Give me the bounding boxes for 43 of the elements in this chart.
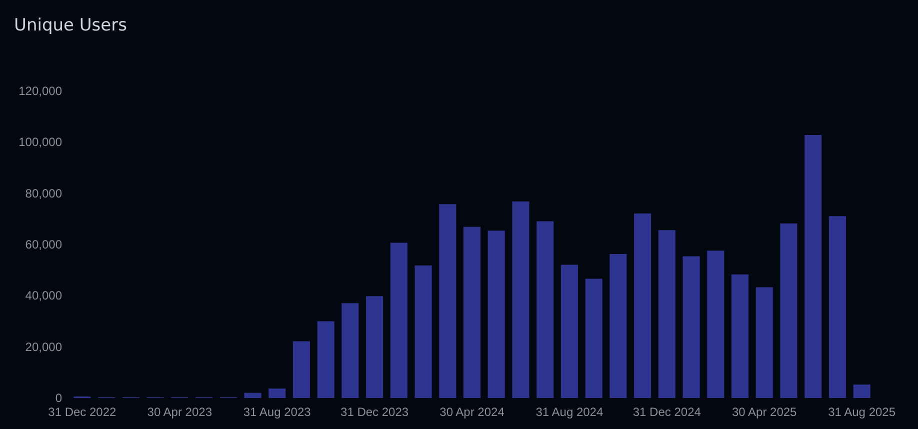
y-tick-label: 20,000 (25, 340, 62, 354)
x-tick-label: 30 Apr 2025 (732, 405, 798, 419)
x-tick-label: 30 Apr 2024 (440, 405, 505, 419)
x-tick-label: 31 Dec 2023 (340, 405, 409, 419)
bar (463, 226, 481, 398)
bar (658, 230, 676, 398)
bar (828, 216, 846, 398)
bar (536, 221, 554, 398)
y-tick-label: 0 (55, 391, 62, 405)
x-tick-label: 31 Dec 2024 (632, 405, 702, 419)
y-tick-label: 60,000 (25, 238, 62, 252)
bar (342, 303, 359, 398)
x-tick-label: 31 Aug 2025 (828, 405, 896, 419)
bar (585, 278, 602, 398)
bar (366, 296, 384, 398)
bar (853, 384, 870, 398)
x-tick-label: 31 Aug 2024 (536, 405, 604, 419)
y-tick-label: 80,000 (25, 186, 62, 200)
x-tick-label: 30 Apr 2023 (147, 405, 212, 419)
y-tick-label: 120,000 (18, 84, 62, 98)
bar (317, 321, 334, 398)
bar (292, 341, 310, 398)
bar (731, 274, 749, 398)
y-tick-label: 40,000 (25, 288, 62, 303)
bar (414, 265, 432, 398)
bar (756, 287, 773, 398)
x-tick-label: 31 Dec 2022 (48, 405, 117, 419)
chart-title: Unique Users (14, 16, 128, 36)
bar (244, 392, 262, 398)
bar (512, 202, 530, 398)
bar (560, 264, 578, 398)
bar (804, 135, 822, 398)
bar (610, 254, 627, 398)
bar (682, 256, 700, 398)
bar (488, 230, 505, 398)
bar (707, 250, 724, 398)
bar (439, 204, 456, 398)
bar (634, 214, 652, 398)
x-tick-label: 31 Aug 2023 (243, 405, 312, 419)
y-tick-label: 100,000 (18, 135, 62, 150)
bar (390, 242, 408, 398)
bar (268, 388, 286, 398)
bar (780, 224, 798, 398)
